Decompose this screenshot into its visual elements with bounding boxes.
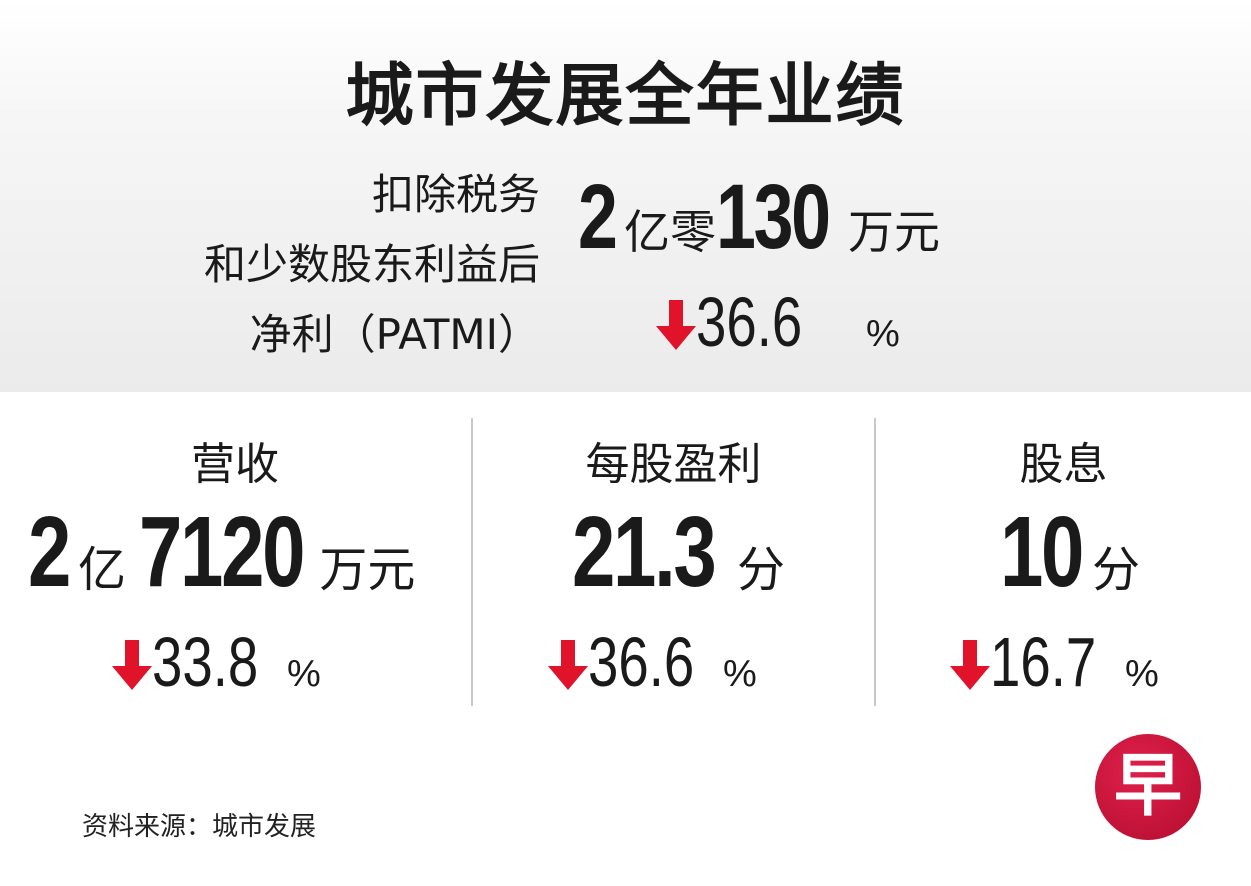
value-unit: 亿零: [624, 205, 716, 259]
header-panel: [0, 0, 1251, 392]
metric-label: 营收: [191, 439, 279, 490]
value-number: 10: [1000, 496, 1084, 608]
value-unit: 分: [1092, 544, 1141, 597]
metric-eps: 每股盈利: [472, 418, 875, 718]
value-number: 2: [578, 166, 618, 268]
metric-revenue: 营收: [0, 418, 470, 718]
source-note: 资料来源：城市发展: [82, 812, 317, 842]
patmi-label-line: 净利（PATMI）: [249, 310, 540, 359]
change-value: 16.7: [990, 623, 1097, 701]
change-unit: %: [723, 653, 757, 695]
eps-change: 36.6%: [548, 622, 757, 702]
arrow-down-icon: [112, 640, 152, 690]
arrow-down-icon: [950, 640, 990, 690]
change-value: 33.8: [152, 623, 259, 701]
patmi-label: 扣除税务 和少数股东利益后 净利（PATMI）: [204, 160, 540, 370]
eps-value: 21.3 分: [572, 495, 785, 610]
patmi-value: 2 亿零130 万元: [578, 165, 940, 270]
metric-label: 每股盈利: [585, 439, 762, 490]
patmi-change: 36.6%: [656, 282, 900, 362]
value-unit: 万元: [848, 205, 940, 259]
change-value: 36.6: [696, 283, 803, 361]
change-unit: %: [866, 313, 900, 355]
dividend-value: 10 分: [1000, 495, 1140, 610]
divider: [874, 418, 876, 706]
patmi-label-line: 和少数股东利益后: [203, 240, 540, 289]
value-number: 130: [716, 166, 831, 268]
value-unit: 分: [737, 544, 786, 597]
value-number: 2: [28, 496, 71, 608]
metric-dividend: 股息: [876, 418, 1251, 718]
patmi-label-line: 扣除税务: [371, 170, 540, 219]
change-unit: %: [287, 653, 321, 695]
value-unit: 亿: [78, 544, 140, 597]
change-value: 36.6: [588, 623, 695, 701]
value-unit: 万元: [319, 544, 416, 597]
value-number: 7120: [139, 496, 306, 608]
revenue-change: 33.8%: [112, 622, 321, 702]
arrow-down-icon: [548, 640, 588, 690]
change-unit: %: [1125, 653, 1159, 695]
dividend-change: 16.7%: [950, 622, 1159, 702]
value-number: 21.3: [572, 496, 717, 608]
page-title: 城市发展全年业绩: [345, 57, 906, 136]
divider: [471, 418, 473, 706]
metric-label: 股息: [1019, 439, 1108, 490]
arrow-down-icon: [656, 300, 696, 350]
zaobao-logo: 早: [1095, 734, 1201, 840]
